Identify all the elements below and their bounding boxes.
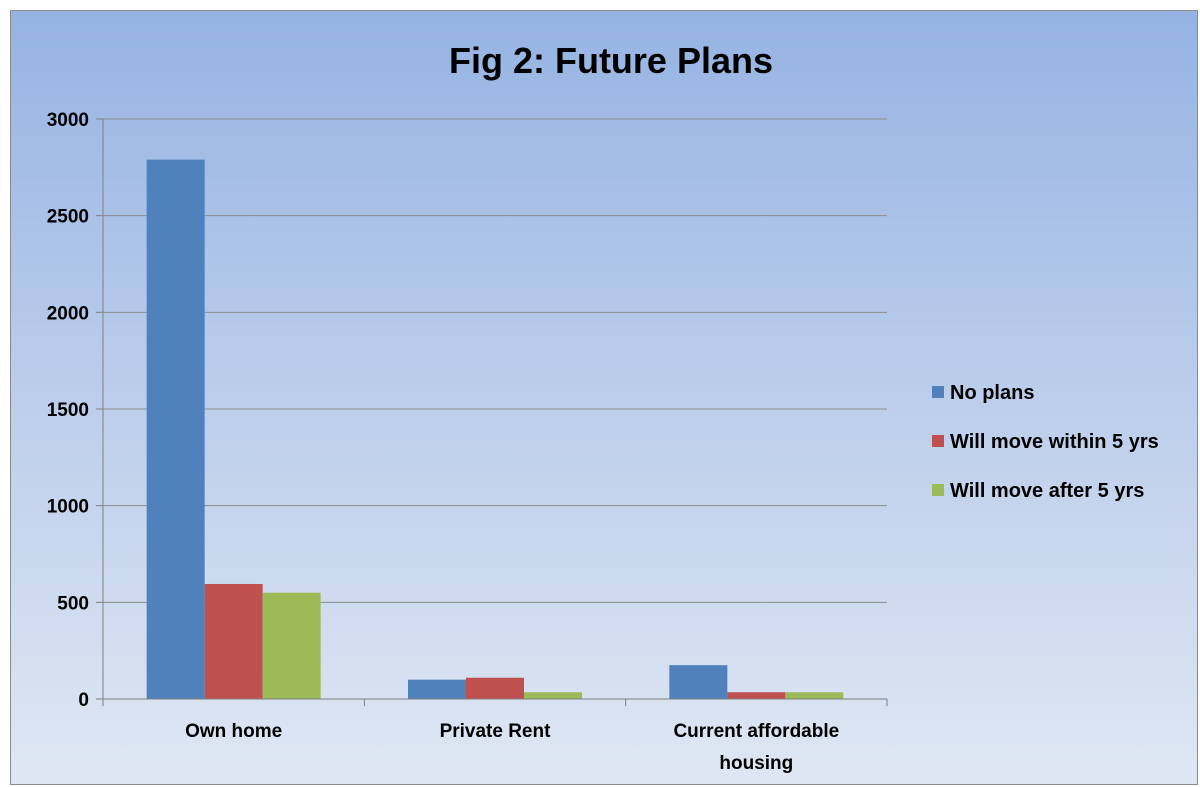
axes xyxy=(102,119,888,706)
y-tick-label: 1500 xyxy=(47,400,89,421)
y-tick-label: 500 xyxy=(57,593,89,614)
chart-area: 0 500 1000 1500 2000 2500 3000 Own home Private… xyxy=(10,10,1198,785)
legend-swatch xyxy=(932,484,944,496)
legend-label: Will move within 5 yrs xyxy=(950,431,1159,453)
bar-will-move-after-5-yrs-private-rent xyxy=(524,692,582,699)
x-tick-labels: Own home Private Rent Current affordable ho… xyxy=(185,721,839,774)
bar-will-move-within-5-yrs-private-rent xyxy=(466,677,524,699)
x-tick-label: Private Rent xyxy=(440,721,552,742)
bar-will-move-after-5-yrs-own-home xyxy=(262,592,321,699)
bar-will-move-within-5-yrs-own-home xyxy=(204,583,263,699)
y-tick-label: 0 xyxy=(78,690,89,711)
y-tick-label: 1000 xyxy=(47,497,89,518)
bar-will-move-within-5-yrs-current-affordable-housing xyxy=(727,692,786,699)
legend-swatch xyxy=(932,435,944,447)
x-tick-label: Own home xyxy=(185,721,282,742)
bar-chart: 0 500 1000 1500 2000 2500 3000 Own home Private… xyxy=(47,40,1159,774)
bar-no-plans-private-rent xyxy=(408,679,466,699)
bar-no-plans-current-affordable-housing xyxy=(669,665,728,699)
legend: No plans Will move within 5 yrs Will move … xyxy=(932,382,1159,502)
chart-title: Fig 2: Future Plans xyxy=(449,40,773,81)
y-tick-label: 3000 xyxy=(47,110,89,131)
x-tick-label: Current affordable xyxy=(673,721,839,742)
legend-label: No plans xyxy=(950,382,1034,404)
bar-no-plans-own-home xyxy=(146,159,205,700)
legend-label: Will move after 5 yrs xyxy=(950,480,1144,502)
bar-will-move-after-5-yrs-current-affordable-housing xyxy=(785,692,844,699)
y-tick-labels: 0 500 1000 1500 2000 2500 3000 xyxy=(47,110,89,711)
bars xyxy=(146,159,844,700)
x-tick-label: housing xyxy=(719,753,793,774)
y-tick-label: 2500 xyxy=(47,207,89,228)
y-tick-label: 2000 xyxy=(47,303,89,324)
legend-swatch xyxy=(932,386,944,398)
